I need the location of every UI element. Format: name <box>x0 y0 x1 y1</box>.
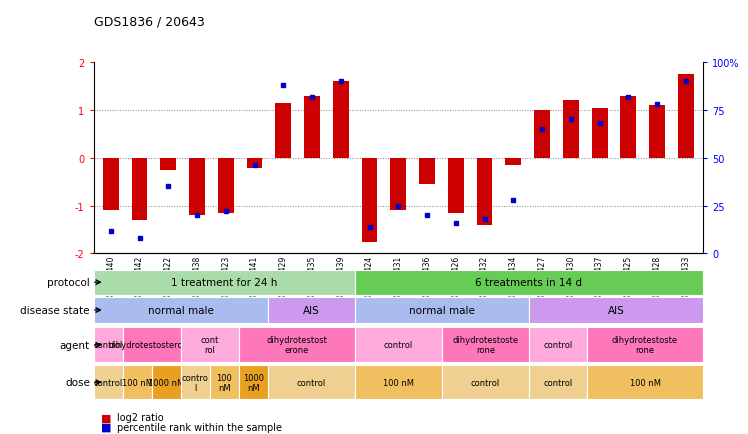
Text: control: control <box>543 341 573 349</box>
Text: ■: ■ <box>101 413 111 422</box>
Text: cont
rol: cont rol <box>200 336 219 354</box>
Text: control: control <box>543 378 573 387</box>
Text: dihydrotestosterone: dihydrotestosterone <box>109 341 194 349</box>
Text: contro
l: contro l <box>182 373 209 391</box>
Text: agent: agent <box>60 340 90 350</box>
Bar <box>275 104 291 158</box>
Text: GDS1836 / 20643: GDS1836 / 20643 <box>94 15 204 28</box>
Text: percentile rank within the sample: percentile rank within the sample <box>117 422 283 432</box>
Text: dose: dose <box>65 378 90 387</box>
Text: 6 treatments in 14 d: 6 treatments in 14 d <box>476 278 583 287</box>
Bar <box>390 158 406 211</box>
Text: control: control <box>384 341 413 349</box>
Text: 1 treatment for 24 h: 1 treatment for 24 h <box>171 278 278 287</box>
Text: control: control <box>94 341 123 349</box>
Bar <box>476 158 492 225</box>
Text: 100 nM: 100 nM <box>383 378 414 387</box>
Text: control: control <box>470 378 500 387</box>
Text: dihydrotestoste
rone: dihydrotestoste rone <box>612 336 678 354</box>
Text: dihydrotestoste
rone: dihydrotestoste rone <box>453 336 518 354</box>
Bar <box>132 158 147 220</box>
Bar <box>506 158 521 165</box>
Bar <box>304 96 320 158</box>
Text: normal male: normal male <box>147 306 213 315</box>
Bar <box>448 158 464 213</box>
Bar <box>361 158 378 242</box>
Text: 1000 nM: 1000 nM <box>148 378 184 387</box>
Text: disease state: disease state <box>20 306 90 315</box>
Bar <box>247 158 263 169</box>
Bar <box>563 101 579 158</box>
Text: control: control <box>297 378 326 387</box>
Text: normal male: normal male <box>409 306 475 315</box>
Bar <box>419 158 435 185</box>
Bar <box>534 111 550 158</box>
Bar <box>620 96 637 158</box>
Text: ■: ■ <box>101 422 111 432</box>
Bar <box>102 158 119 211</box>
Bar <box>678 75 694 158</box>
Text: 100
nM: 100 nM <box>216 373 232 391</box>
Text: dihydrotestost
erone: dihydrotestost erone <box>266 336 327 354</box>
Bar <box>333 82 349 158</box>
Bar <box>160 158 177 170</box>
Text: control: control <box>94 378 123 387</box>
Text: protocol: protocol <box>47 278 90 287</box>
Bar <box>218 158 233 213</box>
Text: AIS: AIS <box>303 306 319 315</box>
Bar <box>592 108 607 158</box>
Bar <box>189 158 205 216</box>
Text: 1000
nM: 1000 nM <box>242 373 263 391</box>
Text: log2 ratio: log2 ratio <box>117 413 164 422</box>
Text: 100 nM: 100 nM <box>630 378 660 387</box>
Bar <box>649 106 665 158</box>
Text: AIS: AIS <box>607 306 625 315</box>
Text: 100 nM: 100 nM <box>121 378 153 387</box>
